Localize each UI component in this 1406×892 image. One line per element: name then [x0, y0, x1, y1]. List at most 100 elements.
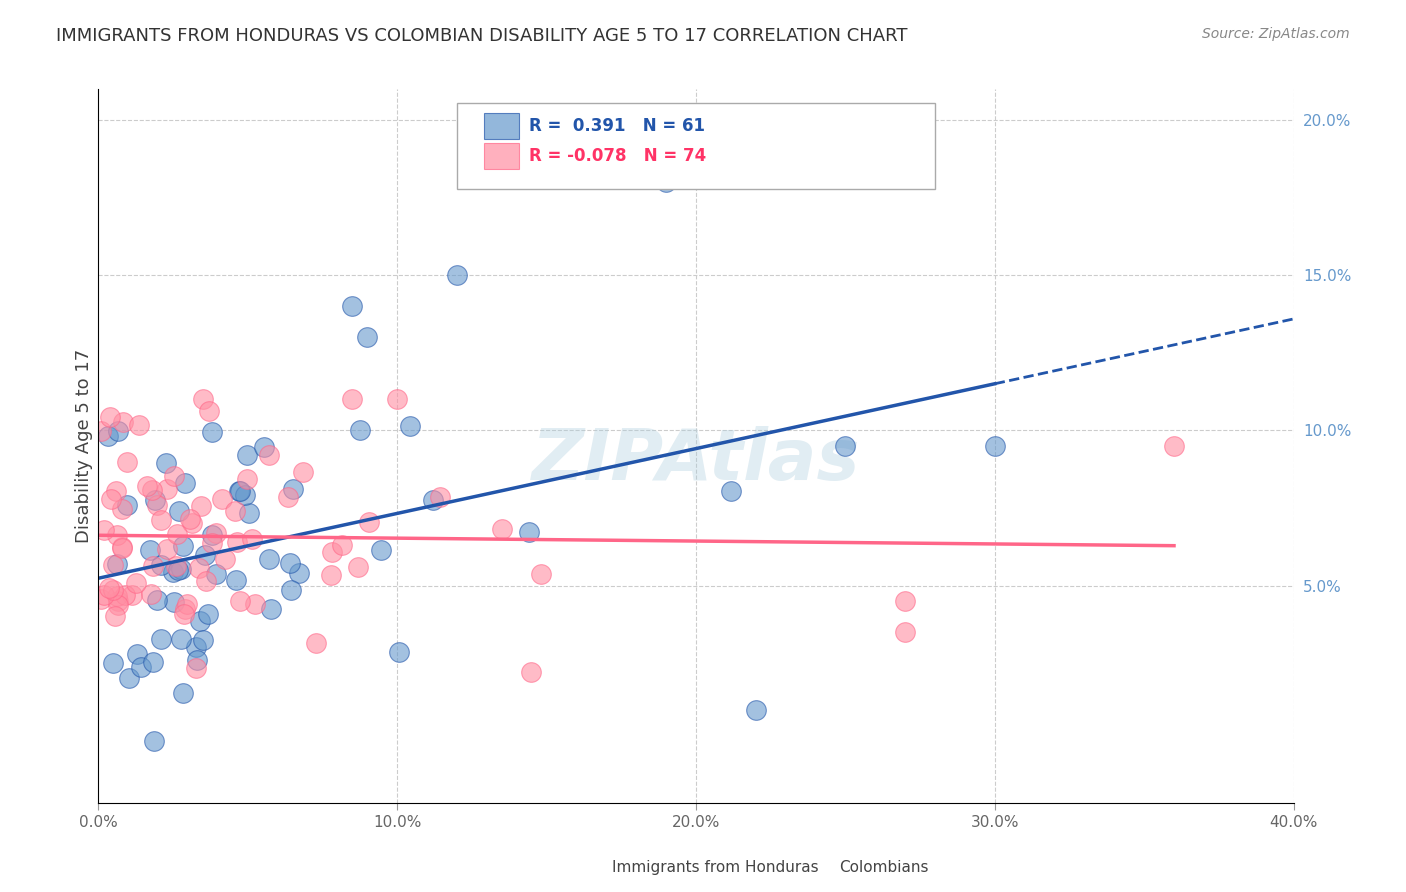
Text: Colombians: Colombians: [839, 860, 929, 874]
Immigrants from Honduras: [163, 595, 186, 609]
Colombians: [93, 588, 115, 602]
Colombians: [181, 516, 204, 531]
Colombians: [150, 513, 173, 527]
Colombians: [90, 425, 112, 439]
Colombians: [142, 559, 165, 574]
Colombians: [107, 598, 129, 612]
Immigrants from Honduras: [142, 655, 165, 669]
Text: R = -0.078   N = 74: R = -0.078 N = 74: [529, 147, 706, 165]
Colombians: [145, 498, 167, 512]
Immigrants from Honduras: [167, 504, 190, 518]
Colombians: [190, 499, 212, 513]
Colombians: [198, 404, 221, 418]
Colombians: [240, 532, 263, 546]
Immigrants from Honduras: [446, 268, 468, 283]
Immigrants from Honduras: [97, 429, 120, 443]
Immigrants from Honduras: [197, 607, 219, 622]
Immigrants from Honduras: [186, 653, 208, 667]
Immigrants from Honduras: [194, 549, 217, 563]
Colombians: [90, 592, 112, 607]
Colombians: [174, 602, 197, 616]
Colombians: [211, 491, 233, 506]
Colombians: [491, 522, 513, 536]
Immigrants from Honduras: [186, 640, 208, 654]
Colombians: [894, 594, 917, 608]
Immigrants from Honduras: [388, 645, 411, 659]
Colombians: [346, 560, 368, 574]
FancyBboxPatch shape: [457, 103, 935, 189]
Immigrants from Honduras: [139, 543, 162, 558]
Immigrants from Honduras: [287, 566, 309, 581]
Colombians: [121, 588, 143, 602]
Immigrants from Honduras: [283, 482, 305, 496]
Immigrants from Honduras: [349, 423, 371, 437]
Colombians: [359, 515, 381, 529]
Colombians: [385, 392, 409, 407]
Colombians: [228, 593, 250, 607]
Colombians: [214, 552, 236, 566]
Immigrants from Honduras: [398, 418, 420, 433]
Colombians: [277, 490, 299, 504]
Circle shape: [574, 858, 603, 876]
Text: Source: ZipAtlas.com: Source: ZipAtlas.com: [1202, 27, 1350, 41]
Immigrants from Honduras: [127, 647, 149, 661]
Text: R =  0.391   N = 61: R = 0.391 N = 61: [529, 118, 704, 136]
Immigrants from Honduras: [131, 660, 153, 674]
Immigrants from Honduras: [172, 686, 194, 700]
Colombians: [163, 469, 186, 483]
Immigrants from Honduras: [205, 567, 228, 582]
Text: Immigrants from Honduras: Immigrants from Honduras: [613, 860, 818, 874]
Immigrants from Honduras: [191, 632, 214, 647]
Immigrants from Honduras: [105, 557, 128, 571]
Colombians: [429, 490, 451, 504]
Immigrants from Honduras: [117, 672, 139, 686]
Colombians: [135, 479, 157, 493]
Immigrants from Honduras: [238, 506, 260, 520]
Immigrants from Honduras: [253, 440, 276, 454]
Colombians: [139, 587, 162, 601]
Immigrants from Honduras: [229, 484, 252, 499]
Colombians: [257, 449, 280, 463]
Immigrants from Honduras: [170, 561, 193, 575]
Immigrants from Honduras: [173, 476, 195, 491]
Immigrants from Honduras: [655, 175, 678, 189]
Immigrants from Honduras: [150, 558, 173, 572]
Colombians: [111, 502, 134, 516]
Colombians: [243, 597, 266, 611]
Colombians: [98, 582, 121, 596]
Colombians: [104, 483, 127, 498]
Colombians: [330, 538, 353, 552]
Colombians: [103, 582, 125, 597]
Colombians: [112, 415, 135, 429]
Immigrants from Honduras: [145, 593, 167, 607]
Text: IMMIGRANTS FROM HONDURAS VS COLOMBIAN DISABILITY AGE 5 TO 17 CORRELATION CHART: IMMIGRANTS FROM HONDURAS VS COLOMBIAN DI…: [56, 27, 908, 45]
Colombians: [128, 417, 150, 432]
Colombians: [319, 567, 342, 582]
Immigrants from Honduras: [984, 439, 1007, 453]
Colombians: [104, 609, 127, 624]
Immigrants from Honduras: [101, 657, 124, 671]
Immigrants from Honduras: [370, 543, 392, 558]
Immigrants from Honduras: [260, 602, 283, 616]
Colombians: [236, 472, 259, 486]
Colombians: [894, 625, 917, 640]
Colombians: [93, 523, 115, 537]
Immigrants from Honduras: [107, 424, 129, 438]
Immigrants from Honduras: [233, 488, 256, 502]
Immigrants from Honduras: [342, 299, 364, 313]
Colombians: [530, 566, 553, 581]
Colombians: [224, 503, 246, 517]
Text: ZIPAtlas: ZIPAtlas: [531, 425, 860, 495]
Immigrants from Honduras: [834, 439, 856, 453]
Colombians: [105, 589, 128, 603]
Colombians: [107, 594, 129, 608]
Immigrants from Honduras: [519, 524, 541, 539]
Colombians: [191, 392, 214, 407]
Colombians: [184, 661, 207, 675]
Immigrants from Honduras: [201, 528, 224, 542]
Colombians: [342, 392, 364, 407]
FancyBboxPatch shape: [485, 112, 519, 139]
Immigrants from Honduras: [145, 493, 167, 508]
Immigrants from Honduras: [278, 556, 301, 570]
Immigrants from Honduras: [150, 632, 173, 646]
